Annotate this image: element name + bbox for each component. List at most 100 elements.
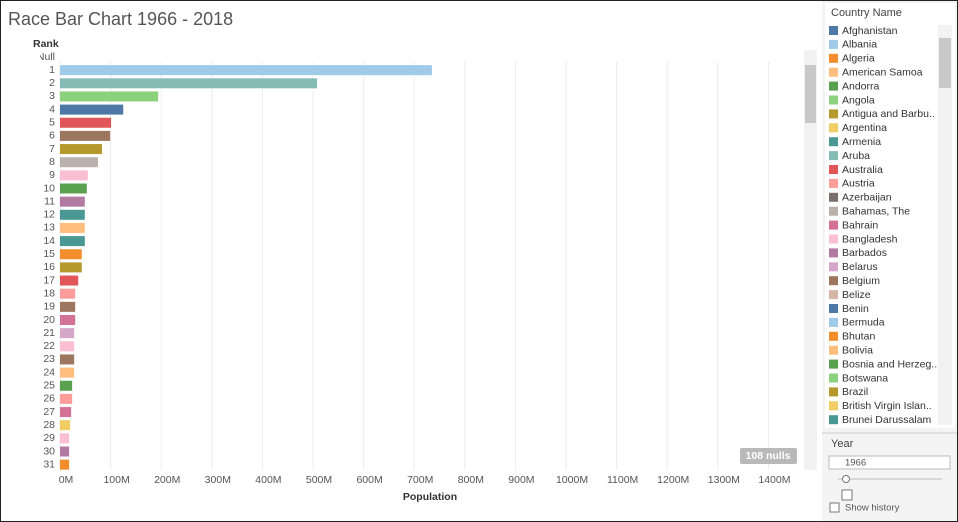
- legend-swatch: [829, 345, 838, 355]
- y-tick-label: 20: [43, 314, 55, 326]
- y-tick-label: 13: [43, 222, 55, 234]
- x-tick-label: 600M: [356, 474, 382, 486]
- legend-label: Bolivia: [842, 344, 873, 356]
- bar: [60, 104, 124, 115]
- y-tick-label: 7: [49, 143, 55, 155]
- legend-scroll-thumb[interactable]: [939, 38, 951, 88]
- legend-label: British Virgin Islan..: [842, 400, 932, 412]
- y-tick-label: 29: [43, 432, 55, 444]
- legend-label: Angola: [842, 94, 875, 106]
- bar: [60, 341, 75, 352]
- legend-box: [825, 3, 955, 428]
- y-tick-label: 23: [43, 353, 55, 365]
- legend-label: Belize: [842, 289, 871, 301]
- y-tick-label: 2: [49, 77, 55, 89]
- bar: [60, 209, 85, 220]
- x-tick-label: 700M: [407, 474, 433, 486]
- legend-swatch: [829, 26, 838, 35]
- legend-label: Bermuda: [842, 317, 885, 329]
- legend-label: Bosnia and Herzeg..: [842, 358, 937, 370]
- legend-label: Brazil: [842, 386, 868, 398]
- y-tick-label: 19: [43, 301, 55, 313]
- y-tick-label: 12: [43, 209, 55, 221]
- legend-swatch: [829, 234, 838, 244]
- history-checkbox[interactable]: [829, 502, 840, 513]
- y-tick-label: 10: [43, 182, 55, 194]
- bar: [60, 65, 432, 76]
- legend-label: Belarus: [842, 261, 878, 273]
- scroll-thumb[interactable]: [805, 65, 816, 123]
- bar: [60, 262, 82, 273]
- y-tick-label: 17: [43, 274, 55, 286]
- bar: [60, 459, 70, 470]
- slider-handle[interactable]: [842, 475, 850, 483]
- y-tick-label: 4: [49, 103, 55, 115]
- legend-swatch: [829, 262, 838, 272]
- x-tick-label: 1300M: [708, 474, 740, 486]
- bar: [60, 380, 73, 391]
- y-tick-label: 22: [43, 340, 55, 352]
- legend-swatch: [829, 304, 838, 313]
- scrollbar[interactable]: [804, 50, 817, 470]
- bar: [60, 354, 75, 365]
- nulls-text: 108 nulls: [746, 450, 791, 462]
- x-tick-label: 200M: [154, 474, 180, 486]
- y-tick-label: 24: [43, 366, 55, 378]
- y-tick-label: 3: [49, 90, 55, 102]
- bar: [60, 367, 75, 378]
- bar: [60, 91, 159, 102]
- legend-swatch: [829, 123, 838, 133]
- show-history[interactable]: Show history: [845, 503, 900, 514]
- legend-label: Benin: [842, 303, 869, 315]
- legend-swatch: [829, 39, 838, 49]
- legend-swatch: [829, 53, 838, 63]
- legend-swatch: [829, 151, 838, 161]
- chart-title: Race Bar Chart 1966 - 2018: [8, 9, 233, 29]
- x-tick-label: 1400M: [758, 474, 790, 486]
- y-tick-label: Null: [37, 51, 55, 63]
- bar: [60, 144, 103, 155]
- legend-label: Armenia: [842, 136, 881, 148]
- y-tick-label: 9: [49, 169, 55, 181]
- legend-swatch: [829, 248, 838, 258]
- legend-swatch: [829, 178, 838, 188]
- bar: [60, 446, 70, 457]
- legend-swatch: [829, 331, 838, 341]
- x-tick-label: 0M: [59, 474, 74, 486]
- legend-label: Algeria: [842, 53, 875, 65]
- y-axis-label: Rank: [33, 38, 59, 50]
- x-tick-label: 100M: [103, 474, 129, 486]
- legend-swatch: [829, 401, 838, 411]
- legend-label: Aruba: [842, 150, 870, 162]
- x-tick-label: 1200M: [657, 474, 689, 486]
- bar: [60, 249, 82, 260]
- x-tick-label: 1000M: [556, 474, 588, 486]
- y-tick-label: 6: [49, 130, 55, 142]
- year-dropdown[interactable]: [828, 455, 951, 470]
- legend-label: Argentina: [842, 122, 887, 134]
- legend-label: Brunei Darussalam: [842, 414, 932, 426]
- bar: [60, 157, 98, 168]
- nulls-badge[interactable]: [740, 448, 797, 464]
- year-value: 1966: [845, 458, 866, 469]
- legend-swatch: [829, 415, 838, 425]
- legend-scrollbar[interactable]: [938, 25, 952, 425]
- bar: [60, 407, 72, 418]
- bar: [60, 236, 85, 247]
- legend-title: Country Name: [831, 7, 902, 19]
- legend-label: Bangladesh: [842, 233, 898, 245]
- legend-label: Botswana: [842, 372, 888, 384]
- y-tick-label: 26: [43, 393, 55, 405]
- legend-label: Bahamas, The: [842, 205, 910, 217]
- bar: [60, 301, 76, 312]
- y-tick-label: 5: [49, 117, 55, 129]
- legend-swatch: [829, 373, 838, 383]
- x-axis-label: Population: [403, 491, 457, 503]
- play-button[interactable]: [841, 489, 853, 501]
- bar: [60, 328, 75, 339]
- legend-label: Belgium: [842, 275, 880, 287]
- x-tick-label: 800M: [458, 474, 484, 486]
- legend-label: Azerbaijan: [842, 192, 892, 204]
- y-tick-label: 16: [43, 261, 55, 273]
